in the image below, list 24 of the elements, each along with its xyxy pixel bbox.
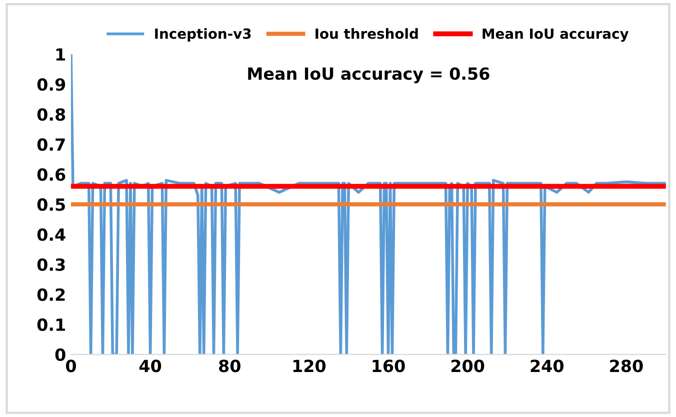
y-tick-label: 0.7 xyxy=(37,138,65,151)
y-tick-label: 0.8 xyxy=(37,108,66,121)
y-tick-label: 0.1 xyxy=(37,318,65,331)
x-tick-label: 0 xyxy=(66,360,76,372)
y-tick-label: 0 xyxy=(55,348,66,362)
y-tick-label: 0.5 xyxy=(37,198,65,211)
y-tick-label: 1 xyxy=(56,48,65,61)
y-tick-label: 0.9 xyxy=(37,78,66,91)
y-tick-label: 0.4 xyxy=(37,228,66,241)
x-tick-label: 120 xyxy=(293,360,326,372)
x-tick-label: 40 xyxy=(139,360,162,372)
x-tick-label: 280 xyxy=(610,360,643,372)
x-tick-label: 240 xyxy=(530,360,564,372)
legend-label: Mean IoU accuracy xyxy=(482,28,629,42)
line-series xyxy=(70,54,666,354)
y-tick-label: 0.2 xyxy=(37,288,65,301)
y-tick-label: 0.3 xyxy=(37,258,65,271)
annotation: Mean IoU accuracy = 0.56 xyxy=(248,67,490,84)
legend-label: Iou threshold xyxy=(316,28,418,39)
x-tick-label: 160 xyxy=(372,360,405,372)
y-tick-label: 0.6 xyxy=(37,168,66,181)
legend-label: Inception-v3 xyxy=(155,28,251,42)
x-tick-label: 200 xyxy=(451,360,484,372)
x-tick-label: 80 xyxy=(219,360,240,372)
